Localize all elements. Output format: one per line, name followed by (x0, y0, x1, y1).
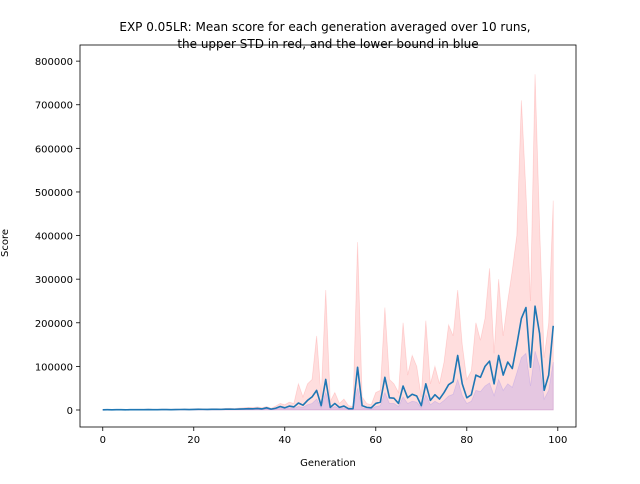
line (102, 305, 555, 411)
y-tick-label: 600000 (35, 144, 73, 155)
x-tick-label: 0 (100, 435, 106, 446)
y-tick-label: 500000 (35, 188, 73, 199)
y-tick-label: 100000 (35, 362, 73, 373)
y-tick-label: 800000 (35, 57, 73, 68)
chart-title: the upper STD in red, and the lower boun… (177, 37, 478, 51)
chart-title: EXP 0.05LR: Mean score for each generati… (119, 20, 530, 34)
x-tick-label: 80 (460, 435, 473, 446)
y-tick-label: 400000 (35, 232, 73, 243)
x-tick-label: 60 (369, 435, 382, 446)
y-tick-label: 200000 (35, 319, 73, 330)
x-axis-label: Generation (300, 458, 356, 469)
x-tick-label: 100 (548, 435, 567, 446)
y-tick-label: 300000 (35, 275, 73, 286)
x-tick-label: 20 (187, 435, 200, 446)
y-axis-label: Score (0, 229, 11, 257)
plot-area (102, 74, 555, 411)
y-tick-label: 0 (67, 406, 73, 417)
axes-frame (79, 44, 577, 428)
y-tick-label: 700000 (35, 101, 73, 112)
x-tick-label: 40 (278, 435, 291, 446)
